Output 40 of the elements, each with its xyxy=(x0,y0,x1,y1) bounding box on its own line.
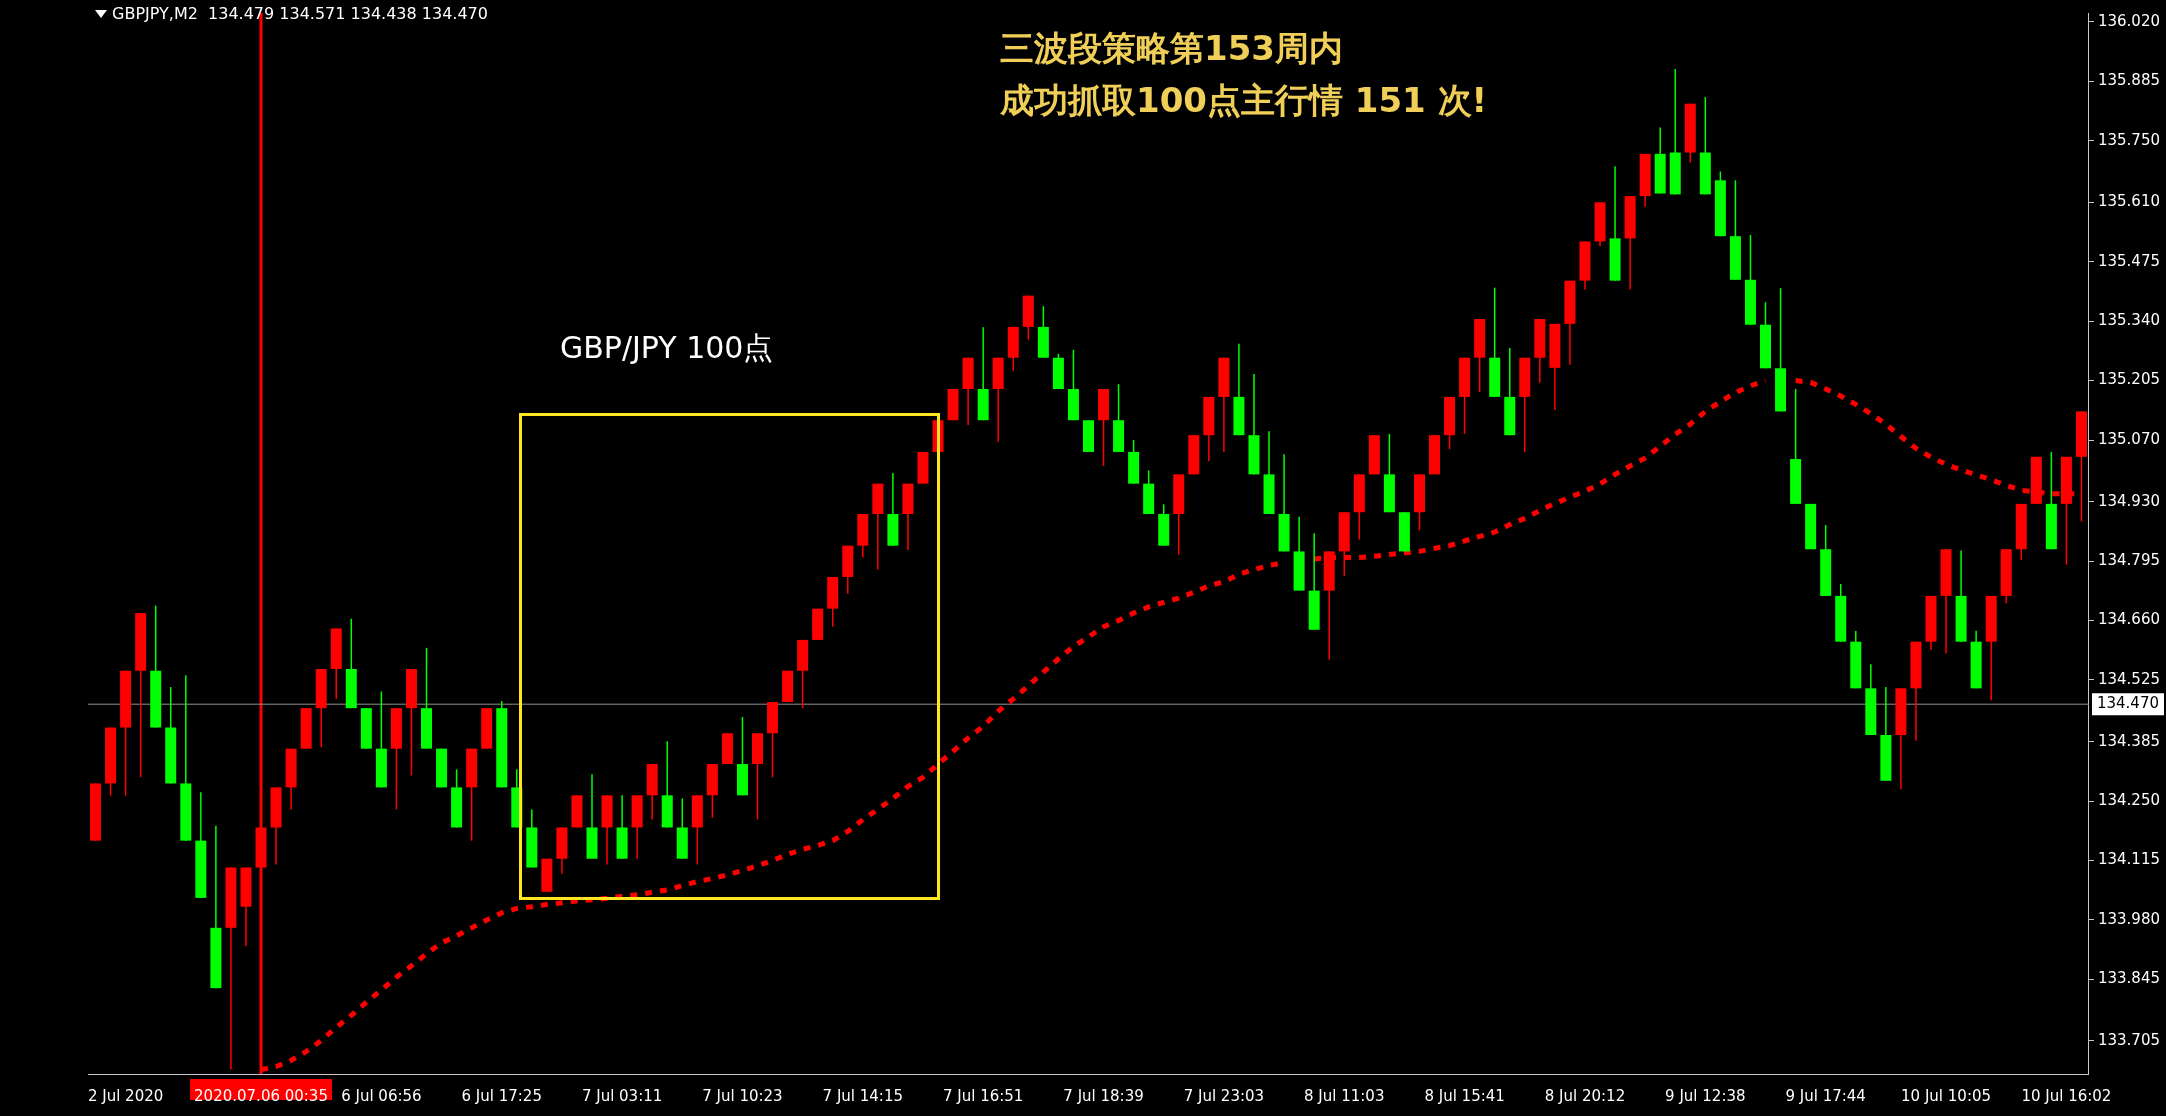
annotation: 三波段策略第153周内 xyxy=(1000,27,1344,70)
x-tick-label: 10 Jul 10:05 xyxy=(1901,1086,1992,1105)
y-tick-label: 135.070 xyxy=(2097,429,2160,448)
y-tick-label: 134.525 xyxy=(2097,669,2160,688)
x-tick-label: 7 Jul 16:51 xyxy=(942,1086,1024,1105)
y-tick-label: 135.340 xyxy=(2097,311,2160,330)
y-tick-label: 133.705 xyxy=(2097,1030,2160,1049)
x-tick-label: 8 Jul 11:03 xyxy=(1304,1086,1385,1105)
y-tick-label: 135.205 xyxy=(2097,370,2160,389)
y-tick-label: 135.610 xyxy=(2097,192,2160,211)
y-tick-label: 135.750 xyxy=(2097,130,2160,149)
x-tick-label: 7 Jul 10:23 xyxy=(702,1086,783,1105)
x-tick-label: 7 Jul 14:15 xyxy=(822,1086,904,1105)
ref-line-label: 134.470 xyxy=(2096,694,2159,713)
y-tick-label: 134.115 xyxy=(2097,850,2160,869)
x-tick-label: 7 Jul 23:03 xyxy=(1183,1086,1265,1105)
y-tick-label: 133.980 xyxy=(2097,909,2160,928)
y-tick-label: 134.250 xyxy=(2097,790,2160,809)
y-tick-label: 134.660 xyxy=(2097,610,2160,629)
chart-title: GBPJPY,M2 134.479 134.571 134.438 134.470 xyxy=(112,4,488,23)
x-tick-label: 6 Jul 17:25 xyxy=(461,1086,542,1105)
x-tick-label: 10 Jul 16:02 xyxy=(2021,1086,2112,1105)
y-tick-label: 136.020 xyxy=(2097,11,2160,30)
y-tick-label: 134.385 xyxy=(2097,731,2160,750)
x-tick-label: 7 Jul 03:11 xyxy=(581,1086,663,1105)
y-tick-label: 134.795 xyxy=(2097,551,2160,569)
x-tick-label: 2 Jul 2020 xyxy=(87,1086,164,1105)
y-tick-label: 133.845 xyxy=(2097,969,2160,988)
y-tick-label: 134.930 xyxy=(2097,491,2160,510)
x-tick-label: 7 Jul 18:39 xyxy=(1063,1086,1144,1105)
x-tick-label: 9 Jul 12:38 xyxy=(1665,1086,1746,1105)
x-tick-label: 8 Jul 20:12 xyxy=(1544,1086,1626,1105)
y-tick-label: 135.885 xyxy=(2097,71,2160,90)
x-tick-label: 6 Jul 06:56 xyxy=(341,1086,422,1105)
annotation: 成功抓取100点主行情 151 次! xyxy=(1000,79,1488,122)
x-tick-label: 9 Jul 17:44 xyxy=(1785,1086,1866,1105)
annotation: GBP/JPY 100点 xyxy=(560,329,774,367)
y-tick-label: 135.475 xyxy=(2097,251,2160,270)
x-tick-label: 2020.07.06 00:35 xyxy=(194,1086,328,1105)
x-tick-label: 8 Jul 15:41 xyxy=(1424,1086,1505,1105)
